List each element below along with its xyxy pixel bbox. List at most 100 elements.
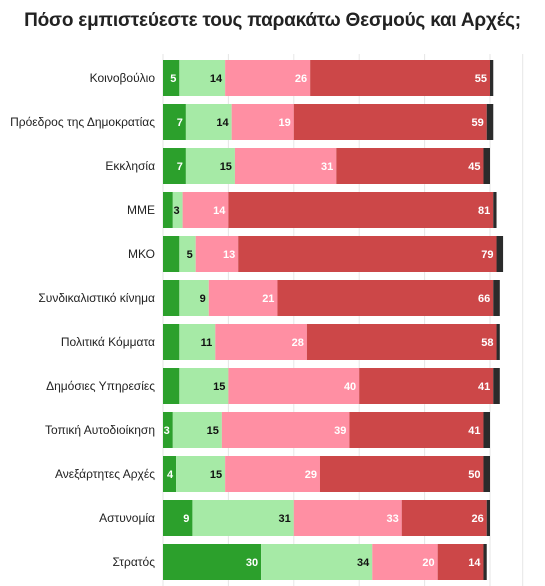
bar-segment bbox=[225, 60, 311, 96]
data-label: 3 bbox=[173, 205, 179, 217]
bar-segment bbox=[437, 544, 484, 580]
data-label: 9 bbox=[200, 293, 206, 305]
bar-segment bbox=[163, 500, 193, 536]
data-label: 33 bbox=[386, 513, 398, 525]
data-label: 40 bbox=[344, 381, 356, 393]
data-label: 14 bbox=[468, 557, 481, 569]
bar-segment bbox=[163, 236, 180, 272]
data-label: 14 bbox=[213, 205, 226, 217]
bar-segment bbox=[163, 104, 186, 140]
bar-segment bbox=[293, 104, 487, 140]
bar-segment bbox=[163, 412, 173, 448]
bar-segment bbox=[179, 60, 226, 96]
bar-segment bbox=[208, 280, 278, 316]
bar-segment bbox=[496, 236, 504, 272]
bar-segment bbox=[359, 368, 494, 404]
data-label: 7 bbox=[177, 161, 183, 173]
data-label: 34 bbox=[357, 557, 370, 569]
bar-segment bbox=[483, 456, 490, 492]
data-label: 31 bbox=[279, 513, 291, 525]
data-label: 39 bbox=[334, 425, 346, 437]
gridlines bbox=[162, 54, 524, 586]
bar-segment bbox=[234, 148, 337, 184]
category-label: Εκκλησία bbox=[105, 159, 155, 173]
bar-segment bbox=[336, 148, 484, 184]
bar-segment bbox=[486, 500, 490, 536]
bar-segment bbox=[179, 368, 229, 404]
bar-segment bbox=[310, 60, 490, 96]
data-label: 15 bbox=[207, 425, 219, 437]
bar-segment bbox=[179, 324, 216, 360]
category-label: ΜΚΟ bbox=[128, 247, 155, 261]
category-label: Συνδικαλιστικό κίνημα bbox=[38, 291, 155, 305]
bar-segment bbox=[192, 500, 294, 536]
bar-segment bbox=[182, 192, 229, 228]
data-label: 14 bbox=[210, 73, 223, 85]
category-label: Στρατός bbox=[112, 555, 155, 569]
data-label: 15 bbox=[210, 469, 222, 481]
bar-segment bbox=[490, 60, 494, 96]
bar-segment bbox=[163, 148, 186, 184]
bar-segment bbox=[163, 368, 180, 404]
bar-segment bbox=[185, 148, 235, 184]
bar-segment bbox=[163, 456, 177, 492]
category-label: Πολιτικά Κόμματα bbox=[61, 335, 155, 349]
bar-segment bbox=[372, 544, 438, 580]
category-label: Ανεξάρτητες Αρχές bbox=[55, 467, 155, 481]
data-label: 11 bbox=[201, 337, 213, 349]
bar-segment bbox=[277, 280, 494, 316]
data-label: 41 bbox=[478, 381, 490, 393]
data-label: 66 bbox=[478, 293, 490, 305]
bar-segment bbox=[319, 456, 484, 492]
bar-segment bbox=[179, 236, 196, 272]
bar-segment bbox=[493, 192, 497, 228]
data-label: 19 bbox=[279, 117, 291, 129]
data-label: 81 bbox=[478, 205, 490, 217]
data-label: 26 bbox=[295, 73, 307, 85]
category-label: Αστυνομία bbox=[99, 511, 155, 525]
bar-segment bbox=[228, 368, 360, 404]
bar-segment bbox=[483, 148, 490, 184]
data-label: 14 bbox=[216, 117, 229, 129]
data-label: 5 bbox=[170, 73, 176, 85]
bar-segment bbox=[486, 104, 494, 140]
data-label: 7 bbox=[177, 117, 183, 129]
bar-segment bbox=[493, 280, 500, 316]
bar-segment bbox=[172, 412, 222, 448]
data-label: 29 bbox=[305, 469, 317, 481]
data-label: 13 bbox=[223, 249, 235, 261]
category-label: Δημόσιες Υπηρεσίες bbox=[46, 379, 155, 393]
data-label: 4 bbox=[167, 469, 174, 481]
bar-segment bbox=[221, 412, 350, 448]
bar-segment bbox=[483, 544, 487, 580]
bar-segment bbox=[179, 280, 209, 316]
bar-segment bbox=[483, 412, 490, 448]
data-label: 28 bbox=[292, 337, 304, 349]
bar-segment bbox=[293, 500, 402, 536]
data-label: 59 bbox=[471, 117, 483, 129]
data-label: 50 bbox=[468, 469, 480, 481]
bar-segment bbox=[228, 192, 494, 228]
bar-segment bbox=[496, 324, 500, 360]
data-label: 45 bbox=[468, 161, 480, 173]
bar-segment bbox=[195, 236, 239, 272]
bar-segment bbox=[225, 456, 320, 492]
data-label: 26 bbox=[471, 513, 483, 525]
bar-segment bbox=[185, 104, 232, 140]
category-label: Κοινοβούλιο bbox=[90, 71, 156, 85]
bar-segment bbox=[231, 104, 294, 140]
data-label: 41 bbox=[468, 425, 480, 437]
data-label: 15 bbox=[220, 161, 232, 173]
data-label: 55 bbox=[475, 73, 487, 85]
data-label: 30 bbox=[246, 557, 258, 569]
bar-segment bbox=[176, 456, 226, 492]
data-label: 58 bbox=[481, 337, 493, 349]
category-label: Πρόεδρος της Δημοκρατίας bbox=[10, 115, 155, 129]
category-label: Τοπική Αυτοδιοίκηση bbox=[45, 423, 155, 437]
bar-segment bbox=[261, 544, 373, 580]
data-label: 31 bbox=[321, 161, 333, 173]
category-label: ΜΜΕ bbox=[127, 203, 155, 217]
bar-segment bbox=[163, 324, 180, 360]
